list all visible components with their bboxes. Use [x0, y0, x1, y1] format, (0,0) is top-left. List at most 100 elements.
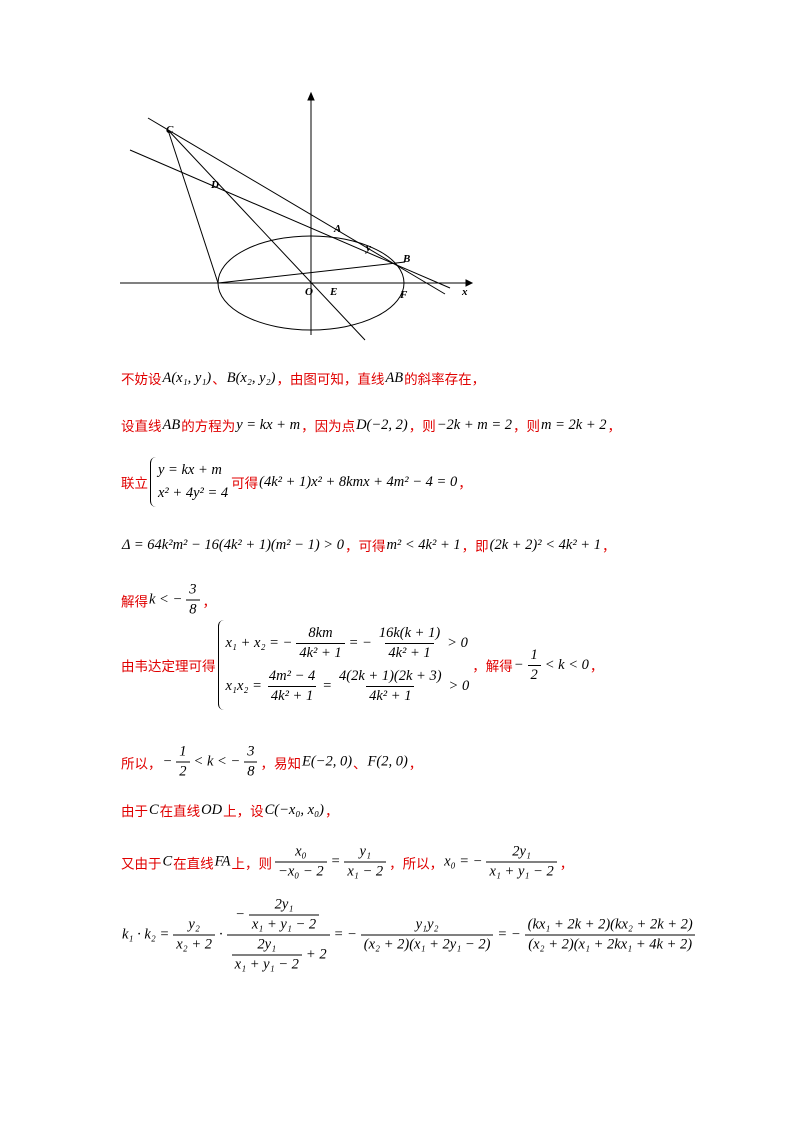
text-run: ，因为点 [301, 419, 356, 435]
fraction: 4m² − 4 4k² + 1 [266, 668, 318, 705]
math-run: m = 2k + 2 [541, 416, 607, 433]
numerator: − 2y₁ x₁ + y₁ − 2 [232, 897, 324, 935]
point-label: F [399, 289, 408, 301]
math-run: 4k² + 1 [299, 645, 342, 661]
numerator: (kx₁ + 2k + 2)(kx₂ + 2k + 2) [525, 917, 696, 935]
text-run: ， [458, 476, 472, 492]
point-label: C [166, 124, 174, 136]
text-run: 联立 [121, 476, 148, 492]
fraction: 8km 4k² + 1 [296, 625, 345, 662]
text-line: 不妨设 A(x₁, y₁)、 B(x₂, y₂) ，由图可知，直线 AB 的斜率存在， [121, 368, 485, 389]
math-run: D(−2, 2) [356, 416, 408, 433]
math-run: 8km [308, 625, 333, 641]
text-run: ，易知 [260, 756, 301, 772]
math-run: x₁ − 2 [347, 863, 384, 880]
fraction: 4(2k + 1)(2k + 3) 4k² + 1 [336, 668, 445, 705]
point-label: O [305, 286, 313, 298]
text-run: ，则 [513, 419, 541, 435]
math-run: y₂ [188, 916, 200, 933]
text-line: 设直线 AB 的方程为 y = kx + m ，因为点 D(−2, 2) ，则 −2k + m… [121, 415, 621, 436]
math-run: AB [162, 416, 181, 433]
math-run: 4k² + 1 [388, 645, 431, 661]
text-run: 、 [353, 756, 367, 772]
fraction: −2y₁ x₁ + y₁ − 2 2y₁ x₁ + y₁ − 2 + 2 [226, 897, 330, 974]
denominator: 4k² + 1 [267, 686, 317, 705]
math-run: m² < 4k² + 1 [386, 536, 461, 553]
equation-system: y = kx + m x² + 4y² = 4 [150, 457, 229, 507]
numerator: 16k(k + 1) [376, 625, 443, 643]
denominator: x₁ + y₁ − 2 [248, 914, 320, 934]
denominator: 8 [244, 761, 258, 781]
text-line: 由韦达定理可得 x₁ + x₂ = −8km 4k² + 1 = −16k(k + 1… [121, 620, 603, 710]
text-line: 所以， −1 2 < k < −3 8 ，易知 E(−2, 0)、 F(2, 0)， [121, 744, 422, 781]
math-run: + 2 [305, 946, 327, 963]
numerator: 1 [528, 647, 541, 665]
denominator: (x₂ + 2)(x₁ + 2kx₁ + 4k + 2) [525, 934, 696, 954]
fraction: (kx₁ + 2k + 2)(kx₂ + 2k + 2) (x₂ + 2)(x₁ … [525, 917, 696, 954]
text-run: 在直线 [159, 804, 201, 820]
denominator: x₁ + y₁ − 2 [486, 861, 557, 881]
numerator: y₁ [357, 844, 374, 862]
text-line: 联立 y = kx + m x² + 4y² = 4 可得 (4k² + 1)x² + … [121, 457, 472, 507]
text-run: ， [559, 856, 574, 872]
point-label: D [210, 179, 219, 191]
math-run: < k < − [193, 753, 241, 770]
text-run: ， [589, 659, 604, 675]
text-run: 由韦达定理可得 [121, 659, 216, 675]
math-run: < k < 0 [544, 656, 589, 673]
math-run: (kx₁ + 2k + 2)(kx₂ + 2k + 2) [527, 916, 693, 933]
equation: y = kx + m [157, 462, 229, 479]
numerator: 1 [176, 744, 189, 762]
math-run: x₀ [295, 843, 307, 860]
math-run: 2 [179, 763, 187, 780]
fraction: 2y₁ x₁ + y₁ − 2 [248, 896, 320, 934]
math-run: C [149, 801, 159, 818]
text-run: 的方程为 [181, 419, 236, 435]
math-run: 1 [179, 743, 187, 760]
text-line: k₁ · k₂ = y₂ x₂ + 2 · −2y₁ x₁ + y₁ − 2 2y₁ x₁ +… [121, 897, 699, 974]
numerator: x₀ [292, 844, 309, 862]
math-run: x₁ + x₂ = − [225, 635, 293, 651]
y-arrow [307, 91, 315, 101]
text-line: Δ = 64k²m² − 16(4k² + 1)(m² − 1) > 0 ，可得 m… [121, 535, 615, 556]
fraction: 16k(k + 1) 4k² + 1 [376, 625, 443, 662]
text-run: 设直线 [121, 419, 162, 435]
math-run: A(x₁, y₁) [162, 369, 212, 386]
line-ab [129, 149, 451, 289]
math-run: −x₀ − 2 [278, 863, 324, 880]
text-run: 由于 [121, 804, 148, 820]
text-run: 上，设 [223, 804, 264, 820]
math-run: = − [497, 926, 521, 943]
math-run: 4k² + 1 [270, 688, 314, 704]
math-run: x₁ + y₁ − 2 [489, 863, 554, 880]
math-run: y₁y₂ [415, 916, 439, 933]
denominator: 8 [186, 599, 200, 619]
math-run: = [322, 678, 333, 694]
numerator: 8km [305, 625, 335, 643]
math-run: 2y₁ [512, 843, 531, 860]
numerator: 3 [244, 744, 257, 762]
math-run: x₂ + 2 [176, 936, 213, 953]
math-run: AB [385, 369, 404, 386]
fraction: 2y₁ x₁ + y₁ − 2 [231, 937, 302, 974]
math-run: k₁ · k₂ = [122, 926, 170, 943]
fraction: y₁y₂ (x₂ + 2)(x₁ + 2y₁ − 2) [360, 916, 494, 954]
text-run: 所以， [121, 756, 162, 772]
math-run: > 0 [448, 678, 470, 694]
line-ce [167, 129, 219, 284]
numerator: 4m² − 4 [266, 668, 318, 686]
numerator: 4(2k + 1)(2k + 3) [336, 668, 445, 686]
text-run: ，由图可知，直线 [276, 372, 385, 388]
fraction: y₂ x₂ + 2 [173, 916, 216, 954]
math-run: 2y₁ [274, 896, 294, 913]
equation-system: x₁ + x₂ = − 8km 4k² + 1 = − 16k(k + 1) 4k² + … [217, 620, 471, 710]
point-label: E [329, 286, 337, 298]
denominator: x₁ − 2 [344, 861, 387, 881]
math-run: −2k + m = 2 [436, 416, 513, 433]
x-arrow [465, 279, 474, 287]
math-run: Δ = 64k²m² − 16(4k² + 1)(m² − 1) > 0 [122, 536, 344, 553]
math-run: (2k + 2)² < 4k² + 1 [489, 536, 601, 553]
